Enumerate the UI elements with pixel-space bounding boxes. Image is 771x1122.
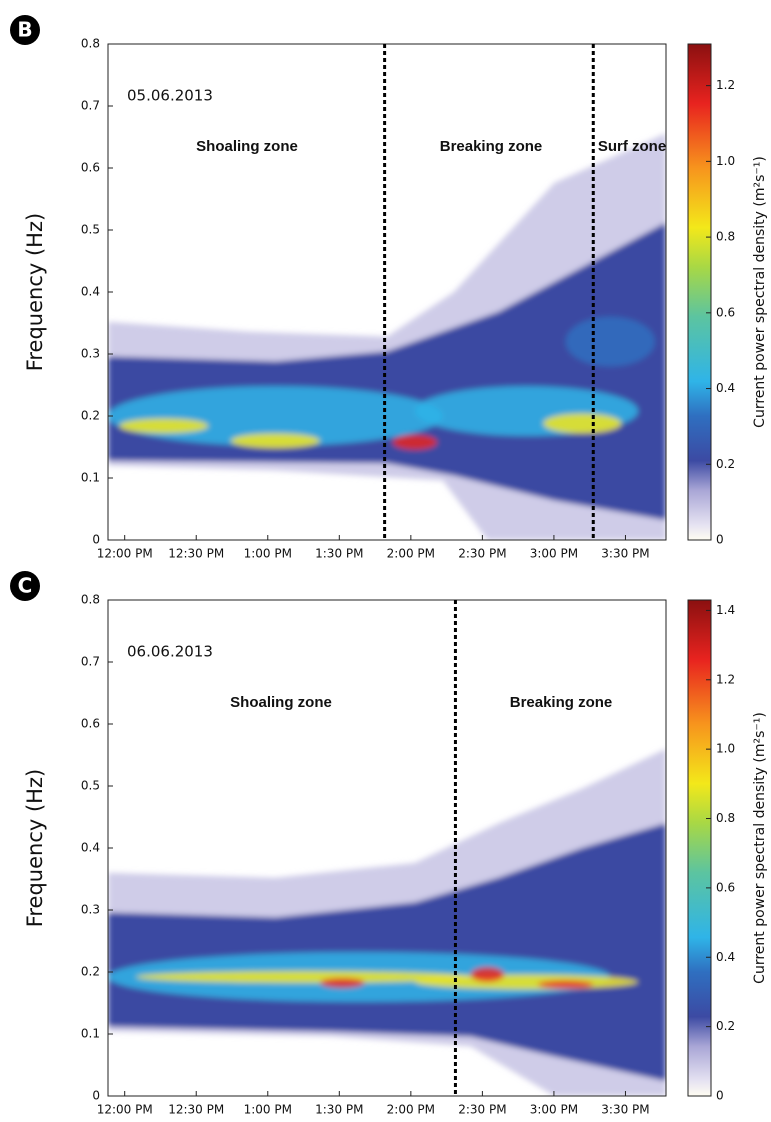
colorbar-tick-label: 1.0 — [716, 742, 735, 756]
x-tick-label: 3:00 PM — [530, 1103, 578, 1117]
x-tick-label: 1:30 PM — [315, 1103, 363, 1117]
y-tick-label: 0.8 — [81, 593, 100, 607]
colorbar-tick-label: 1.4 — [716, 603, 735, 617]
mid-energy — [108, 823, 666, 1082]
x-tick-label: 3:30 PM — [601, 547, 649, 561]
high-energy — [320, 977, 365, 988]
panel-letter: B — [17, 18, 32, 42]
high-energy — [565, 316, 655, 367]
y-tick-label: 0.3 — [81, 347, 100, 361]
date-label: 06.06.2013 — [127, 643, 213, 661]
y-tick-label: 0.6 — [81, 717, 100, 731]
colorbar-tick-label: 0.4 — [716, 381, 735, 395]
high-energy — [537, 980, 594, 989]
high-energy — [119, 418, 209, 434]
colorbar-title: Current power spectral density (m²s⁻¹) — [752, 156, 768, 428]
y-tick-label: 0.4 — [81, 841, 100, 855]
y-axis-title: Frequency (Hz) — [23, 769, 47, 927]
x-tick-label: 1:00 PM — [244, 547, 292, 561]
panel-badge — [10, 15, 40, 45]
x-tick-label: 2:00 PM — [387, 1103, 435, 1117]
x-tick-label: 3:30 PM — [601, 1103, 649, 1117]
zone-label: Surf zone — [598, 138, 666, 155]
y-tick-label: 0.7 — [81, 99, 100, 113]
colorbar-tick-label: 0.8 — [716, 230, 735, 244]
colorbar-tick-label: 0.2 — [716, 1019, 735, 1033]
colorbar-title: Current power spectral density (m²s⁻¹) — [752, 712, 768, 984]
colorbar — [687, 599, 712, 1097]
zone-label: Breaking zone — [440, 138, 543, 155]
y-tick-label: 0.7 — [81, 655, 100, 669]
x-tick-label: 2:30 PM — [458, 547, 506, 561]
y-tick-label: 0.5 — [81, 779, 100, 793]
x-tick-label: 3:00 PM — [530, 547, 578, 561]
x-tick-label: 2:30 PM — [458, 1103, 506, 1117]
colorbar-tick-label: 1.0 — [716, 154, 735, 168]
colorbar-tick-label: 0.2 — [716, 457, 735, 471]
date-label: 05.06.2013 — [127, 87, 213, 105]
y-axis-title: Frequency (Hz) — [23, 213, 47, 371]
y-tick-label: 0.2 — [81, 409, 100, 423]
colorbar — [687, 43, 712, 541]
panel-badge — [10, 571, 40, 601]
colorbar-tick-label: 0 — [716, 1089, 724, 1103]
spectrogram — [108, 133, 666, 540]
y-tick-label: 0.5 — [81, 223, 100, 237]
x-tick-label: 12:30 PM — [168, 547, 224, 561]
x-tick-label: 12:00 PM — [97, 1103, 153, 1117]
x-tick-label: 12:30 PM — [168, 1103, 224, 1117]
high-energy — [414, 974, 639, 990]
y-tick-label: 0.1 — [81, 1027, 100, 1041]
high-energy — [470, 967, 505, 982]
colorbar-tick-label: 0 — [716, 533, 724, 547]
y-tick-label: 0.2 — [81, 965, 100, 979]
x-tick-label: 1:30 PM — [315, 547, 363, 561]
y-tick-label: 0 — [92, 1089, 100, 1103]
zone-label: Breaking zone — [510, 694, 613, 711]
colorbar-tick-label: 0.4 — [716, 950, 735, 964]
x-tick-label: 1:00 PM — [244, 1103, 292, 1117]
y-tick-label: 0.4 — [81, 285, 100, 299]
high-energy — [543, 413, 622, 434]
x-tick-label: 12:00 PM — [97, 547, 153, 561]
colorbar-tick-label: 0.6 — [716, 305, 735, 319]
colorbar-tick-label: 0.6 — [716, 880, 735, 894]
y-tick-label: 0.6 — [81, 161, 100, 175]
colorbar-tick-label: 1.2 — [716, 78, 735, 92]
panel-letter: C — [18, 574, 33, 598]
x-tick-label: 2:00 PM — [387, 547, 435, 561]
zone-label: Shoaling zone — [230, 694, 332, 711]
y-tick-label: 0.3 — [81, 903, 100, 917]
y-tick-label: 0.8 — [81, 37, 100, 51]
y-tick-label: 0 — [92, 533, 100, 547]
colorbar-tick-label: 0.8 — [716, 811, 735, 825]
high-energy — [135, 971, 471, 983]
high-energy — [230, 433, 321, 449]
y-tick-label: 0.1 — [81, 471, 100, 485]
colorbar-tick-label: 1.2 — [716, 672, 735, 686]
zone-label: Shoaling zone — [196, 138, 298, 155]
spectrogram — [108, 748, 666, 1096]
high-energy — [392, 434, 438, 450]
